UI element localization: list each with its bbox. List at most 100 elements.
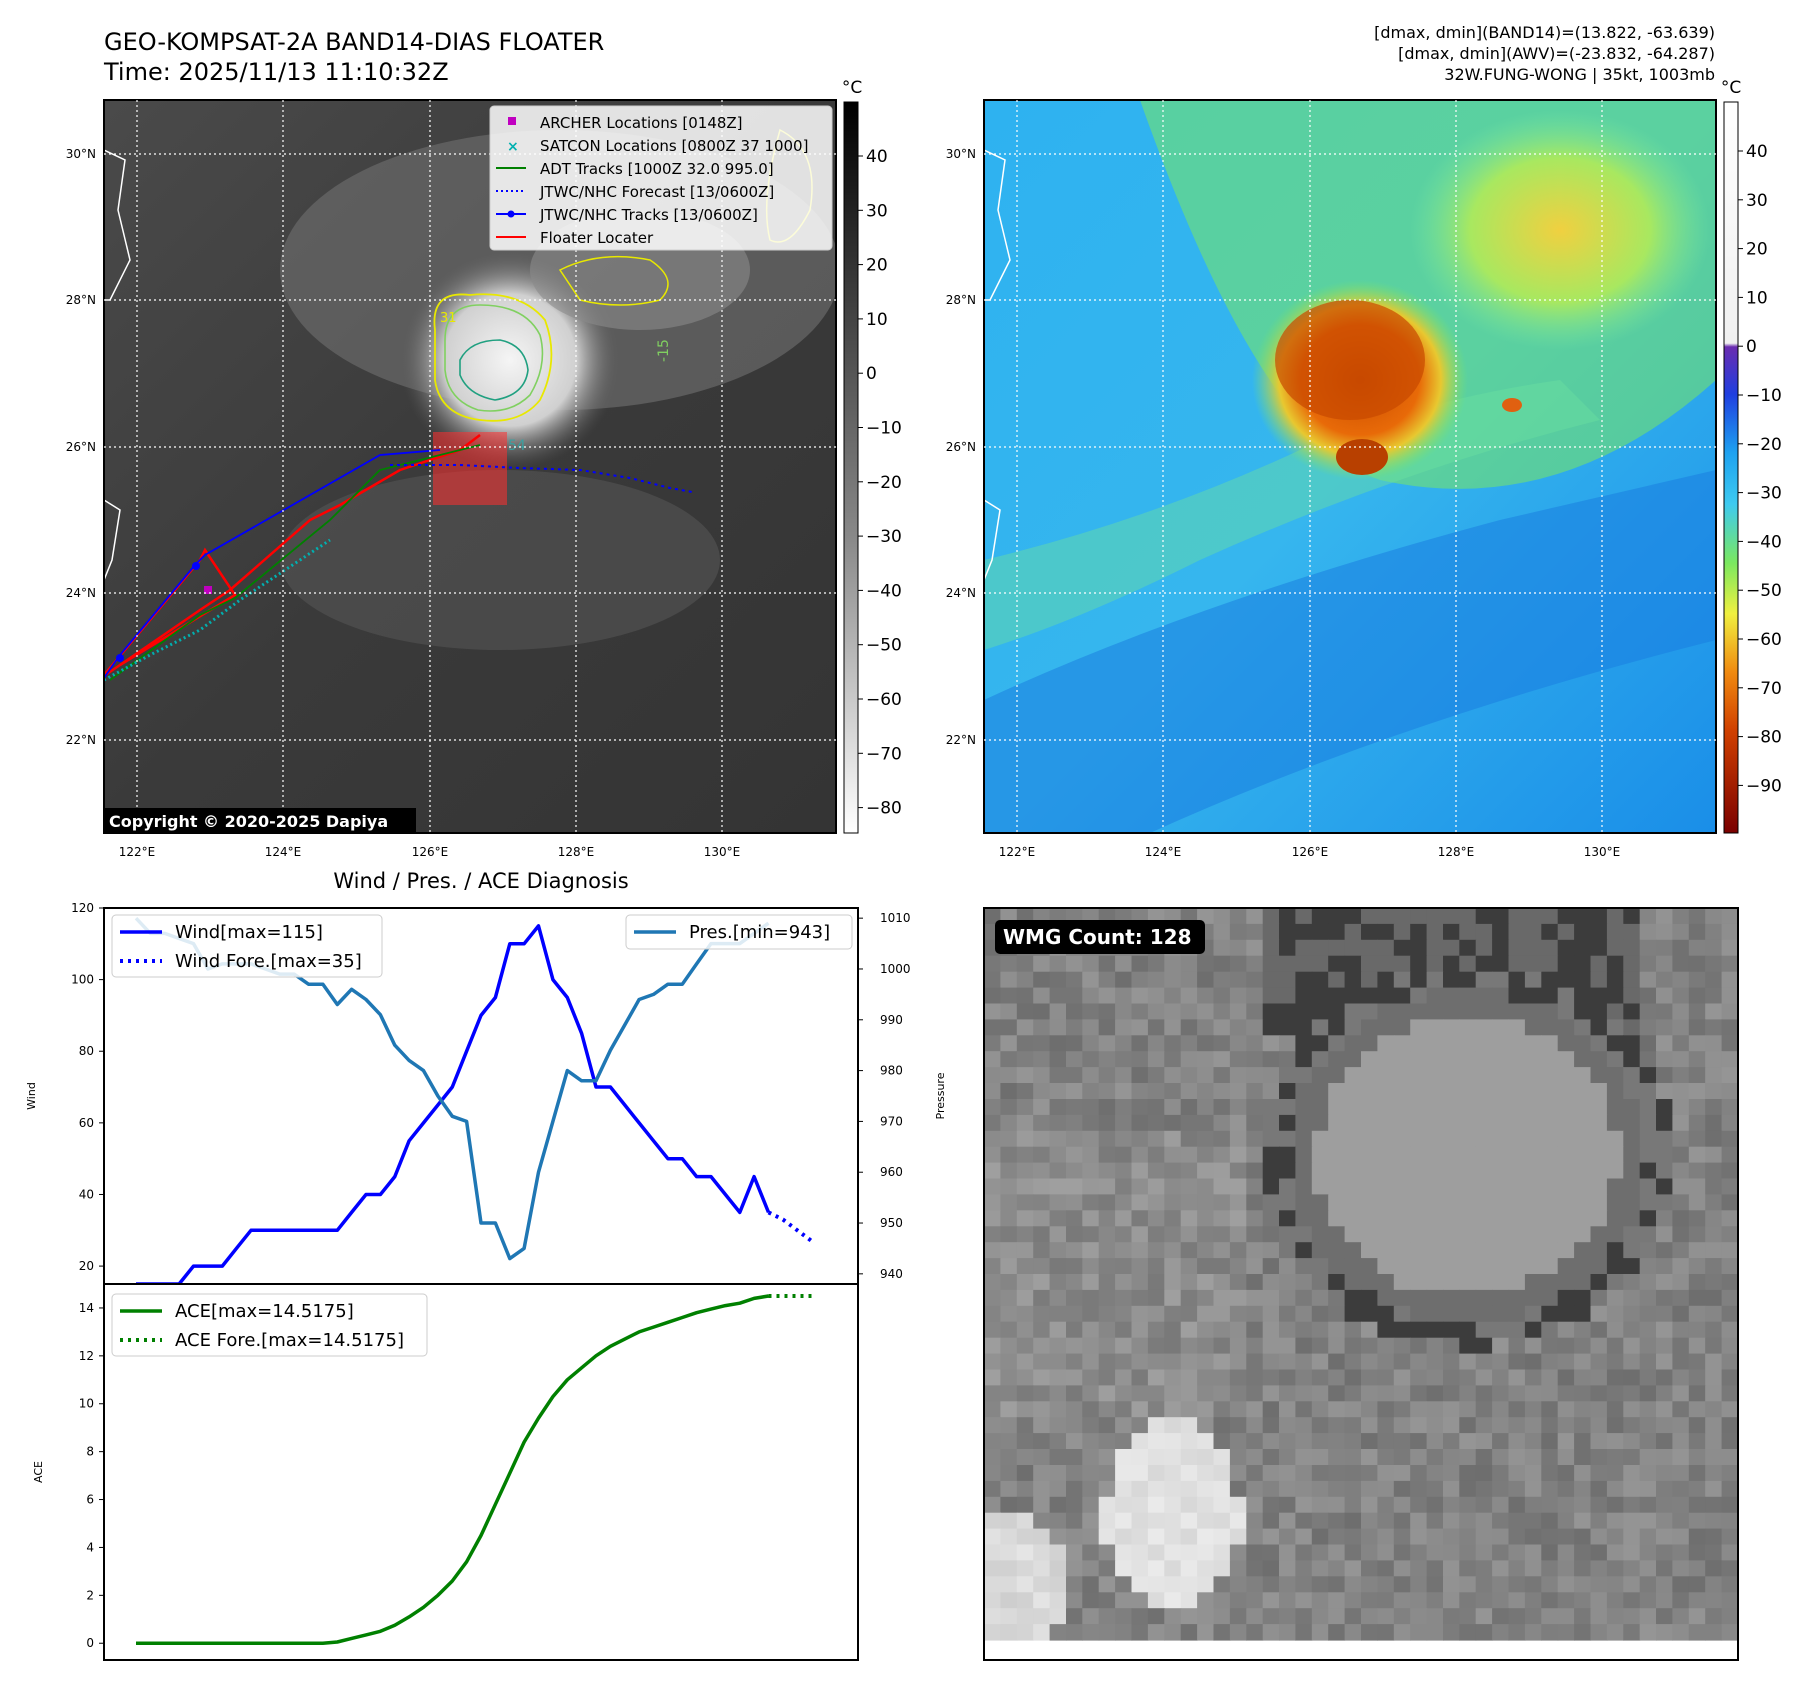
wmg-pixel: [1344, 1083, 1362, 1100]
wmg-pixel: [1033, 1083, 1051, 1100]
wmg-pixel: [1197, 1162, 1215, 1180]
wmg-pixel: [984, 1146, 1001, 1164]
wmg-pixel: [1705, 1258, 1723, 1275]
wmg-pixel: [1541, 1274, 1559, 1291]
wmg-pixel: [1229, 1162, 1247, 1180]
wmg-pixel: [1229, 1114, 1247, 1132]
wmg-pixel: [1410, 1258, 1428, 1275]
wmg-pixel: [1115, 1114, 1133, 1132]
wmg-pixel: [1656, 1067, 1673, 1084]
wmg-pixel: [1541, 1162, 1559, 1180]
wmg-pixel: [1721, 1162, 1739, 1180]
wmg-pixel: [1492, 1385, 1510, 1402]
wmg-pixel: [1082, 1353, 1100, 1371]
wmg-pixel: [1672, 1353, 1690, 1371]
wmg-pixel: [1066, 1003, 1083, 1020]
satcon-locations: [104, 538, 331, 682]
wmg-pixel: [1246, 1226, 1264, 1243]
wmg-pixel: [1606, 1369, 1624, 1386]
wmg-pixel: [1541, 1433, 1559, 1450]
wmg-pixel: [1197, 1003, 1215, 1020]
wmg-pixel: [1098, 1417, 1116, 1434]
wmg-pixel: [1688, 1258, 1706, 1275]
wmg-pixel: [1688, 1337, 1706, 1355]
wmg-pixel: [1000, 1321, 1018, 1339]
wmg-pixel: [1508, 1194, 1526, 1211]
wmg-pixel: [1459, 1035, 1477, 1052]
wmg-pixel: [1262, 1210, 1280, 1227]
wmg-pixel: [1213, 1544, 1231, 1561]
wmg-pixel: [1574, 1528, 1592, 1546]
wmg-pixel: [1180, 1608, 1198, 1625]
wmg-pixel: [1098, 1385, 1116, 1402]
wmg-pixel: [1066, 1608, 1083, 1625]
wmg-pixel: [1049, 1401, 1067, 1418]
wmg-pixel: [1672, 1528, 1690, 1546]
wmg-pixel: [1377, 1242, 1395, 1259]
wmg-pixel: [1508, 1512, 1526, 1530]
wmg-pixel: [1115, 1051, 1133, 1068]
wmg-pixel: [1197, 955, 1215, 973]
wmg-pixel: [1541, 1114, 1559, 1132]
wmg-pixel: [1721, 1305, 1739, 1323]
wmg-pixel: [1656, 1449, 1673, 1466]
wmg-pixel: [1082, 1624, 1100, 1641]
wmg-pixel: [1000, 1019, 1018, 1036]
wmg-pixel: [1377, 1433, 1395, 1450]
wmg-pixel: [1115, 1242, 1133, 1259]
wmg-pixel: [1393, 1560, 1411, 1577]
wmg-pixel: [1147, 1003, 1165, 1020]
wmg-pixel: [1557, 1162, 1575, 1180]
wmg-pixel: [1262, 971, 1280, 989]
wmg-pixel: [1098, 1560, 1116, 1577]
wmg-pixel: [1115, 1099, 1133, 1116]
wmg-pixel: [1705, 1480, 1723, 1498]
wmg-pixel: [1426, 1067, 1444, 1084]
wmg-pixel: [1328, 1051, 1346, 1068]
wmg-pixel: [1344, 987, 1362, 1005]
wmg-pixel: [1066, 1162, 1083, 1180]
wmg-pixel: [1508, 1258, 1526, 1275]
wmg-pixel: [1393, 939, 1411, 957]
wmg-pixel: [1557, 1353, 1575, 1371]
y-tick-label: 14: [79, 1301, 94, 1315]
wmg-pixel: [1492, 1624, 1510, 1641]
wmg-pixel: [1443, 1624, 1460, 1641]
wmg-pixel: [1574, 1178, 1592, 1195]
wmg-pixel: [1311, 1146, 1329, 1164]
wmg-pixel: [1098, 955, 1116, 973]
wmg-pixel: [1656, 1528, 1673, 1546]
wmg-pixel: [1115, 1178, 1133, 1195]
wmg-pixel: [1393, 987, 1411, 1005]
wmg-pixel: [1033, 1465, 1051, 1482]
wmg-pixel: [1590, 1194, 1608, 1211]
wmg-pixel: [1574, 1114, 1592, 1132]
wmg-pixel: [1213, 1496, 1231, 1514]
wmg-pixel: [1475, 908, 1493, 925]
wmg-pixel: [1721, 1433, 1739, 1450]
wmg-pixel: [1082, 1162, 1100, 1180]
wmg-pixel: [1213, 1369, 1231, 1386]
wmg-pixel: [1672, 1496, 1690, 1514]
wmg-pixel: [1492, 1162, 1510, 1180]
wmg-pixel: [1033, 1305, 1051, 1323]
wmg-pixel: [1639, 1242, 1657, 1259]
wmg-pixel: [1279, 939, 1296, 957]
wmg-pixel: [1475, 1624, 1493, 1641]
wmg-pixel: [1016, 1560, 1034, 1577]
wmg-pixel: [1639, 1528, 1657, 1546]
wmg-pixel: [1115, 1289, 1133, 1307]
wmg-pixel: [1098, 1019, 1116, 1036]
wmg-pixel: [1082, 1258, 1100, 1275]
wmg-pixel: [1492, 1035, 1510, 1052]
colorbar-tick-label: −20: [1746, 435, 1782, 455]
wmg-pixel: [1262, 1449, 1280, 1466]
wmg-pixel: [1066, 1289, 1083, 1307]
wmg-pixel: [1393, 1576, 1411, 1593]
wmg-pixel: [1229, 939, 1247, 957]
wmg-pixel: [1311, 1496, 1329, 1514]
wmg-pixel: [1475, 1226, 1493, 1243]
wmg-pixel: [1311, 1019, 1329, 1036]
wmg-pixel: [1721, 1576, 1739, 1593]
wmg-pixel: [1574, 1560, 1592, 1577]
